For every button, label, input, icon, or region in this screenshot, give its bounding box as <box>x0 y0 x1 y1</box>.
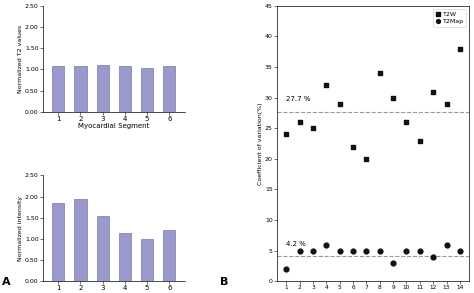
Text: 4.2 %: 4.2 % <box>286 241 306 247</box>
T2Map <box>296 248 303 253</box>
Bar <box>119 66 131 112</box>
T2W <box>363 156 370 161</box>
Bar <box>97 65 109 112</box>
T2W <box>296 120 303 125</box>
T2Map <box>283 267 290 271</box>
T2Map <box>309 248 317 253</box>
Bar <box>74 66 87 112</box>
Text: 27.7 %: 27.7 % <box>286 96 311 102</box>
T2W <box>376 71 383 76</box>
T2Map <box>322 242 330 247</box>
T2Map <box>416 248 424 253</box>
Bar <box>119 233 131 281</box>
Bar <box>74 199 87 281</box>
T2Map <box>443 242 450 247</box>
T2Map <box>429 254 437 259</box>
Y-axis label: Normalized T2 values: Normalized T2 values <box>18 25 23 93</box>
T2Map <box>363 248 370 253</box>
Y-axis label: Coefficient of variation(%): Coefficient of variation(%) <box>258 102 264 185</box>
Legend: T2W, T2Map: T2W, T2Map <box>433 9 466 27</box>
T2W <box>309 126 317 131</box>
Bar <box>52 66 64 112</box>
Bar <box>97 216 109 281</box>
Bar <box>141 68 153 112</box>
T2W <box>416 138 424 143</box>
T2W <box>443 101 450 106</box>
T2Map <box>376 248 383 253</box>
Text: B: B <box>220 277 229 287</box>
Bar <box>163 67 175 112</box>
T2Map <box>336 248 344 253</box>
X-axis label: Myocardial Segment: Myocardial Segment <box>78 123 149 129</box>
T2W <box>283 132 290 137</box>
T2W <box>403 120 410 125</box>
T2W <box>389 95 397 100</box>
T2W <box>429 89 437 94</box>
T2W <box>456 46 464 51</box>
T2W <box>336 101 344 106</box>
T2Map <box>349 248 357 253</box>
T2Map <box>403 248 410 253</box>
T2W <box>349 144 357 149</box>
Bar <box>52 203 64 281</box>
T2W <box>322 83 330 88</box>
T2Map <box>456 248 464 253</box>
Bar <box>163 230 175 281</box>
Text: A: A <box>2 277 11 287</box>
T2Map <box>389 260 397 265</box>
Y-axis label: Normalized intensity: Normalized intensity <box>18 196 23 261</box>
Bar <box>141 239 153 281</box>
